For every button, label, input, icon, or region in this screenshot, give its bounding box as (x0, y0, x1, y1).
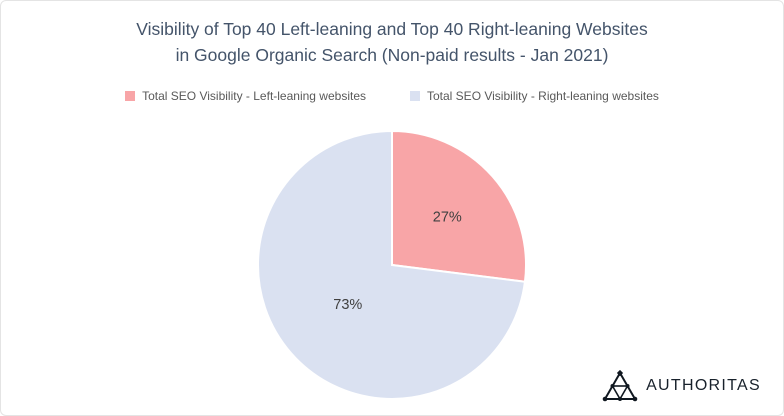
chart-title-line1: Visibility of Top 40 Left-leaning and To… (136, 19, 648, 39)
legend-swatch-icon (410, 91, 420, 101)
pie-slice (256, 129, 527, 400)
authoritas-logo: AUTHORITAS (602, 370, 761, 402)
pie-slice (391, 129, 527, 283)
legend-item: Total SEO Visibility - Right-leaning web… (410, 89, 659, 103)
authoritas-logo-icon (602, 370, 638, 402)
legend-swatch-icon (125, 91, 136, 101)
chart-legend: Total SEO Visibility - Left-leaning webs… (1, 89, 783, 103)
chart-title: Visibility of Top 40 Left-leaning and To… (1, 16, 783, 68)
legend-item: Total SEO Visibility - Left-leaning webs… (125, 89, 366, 103)
pie-chart: 27% 73% (256, 129, 527, 400)
pie-slice-label: 27% (433, 209, 462, 225)
pie-chart-area: 27% 73% (1, 125, 783, 405)
authoritas-logo-text: AUTHORITAS (646, 377, 761, 394)
legend-label: Total SEO Visibility - Left-leaning webs… (142, 89, 366, 103)
pie-slice-label: 73% (333, 297, 362, 313)
chart-title-line2: in Google Organic Search (Non-paid resul… (175, 45, 609, 65)
legend-label: Total SEO Visibility - Right-leaning web… (427, 89, 659, 103)
